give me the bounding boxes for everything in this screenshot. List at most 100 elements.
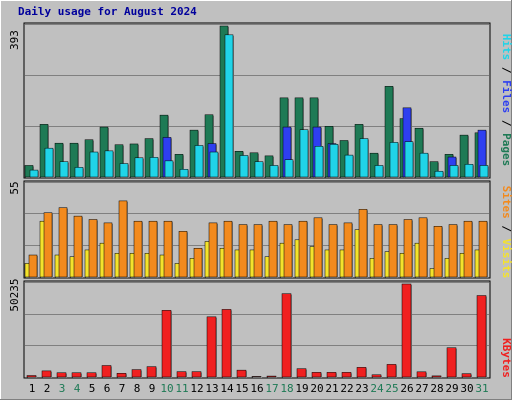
bar-pages: [89, 151, 99, 178]
x-tick-label: 22: [340, 382, 353, 395]
bar-sites: [463, 220, 473, 278]
x-axis-labels: 1 2 3 4 5 6 7 8 9 10 11 12 13 14 15 16 17 18 19 20 21 22 23 24 2…: [29, 382, 489, 395]
bar-sites: [433, 226, 443, 278]
x-tick-label: 29: [445, 382, 458, 395]
legend-sep: /: [500, 67, 512, 74]
bar-kbytes: [146, 366, 157, 378]
bar-kbytes: [176, 371, 187, 378]
legend-sep: /: [500, 225, 512, 232]
bar-pages: [479, 165, 489, 178]
x-tick-label: 20: [310, 382, 323, 395]
x-tick-label: 19: [295, 382, 308, 395]
bar-sites: [238, 224, 248, 278]
bar-kbytes: [71, 372, 82, 378]
x-tick-label: 17: [265, 382, 278, 395]
bar-kbytes: [296, 368, 307, 378]
bar-sites: [178, 231, 188, 278]
x-tick-label: 18: [280, 382, 293, 395]
x-tick-label: 6: [104, 382, 111, 395]
legend-panel1: Hits / Files / Pages: [500, 34, 512, 167]
bar-kbytes: [101, 365, 112, 378]
bar-pages: [314, 146, 324, 178]
x-tick-label: 12: [190, 382, 203, 395]
bar-kbytes: [326, 372, 337, 378]
bar-pages: [29, 169, 39, 178]
x-tick-label: 24: [370, 382, 384, 395]
bar-pages: [284, 159, 294, 178]
bar-kbytes: [41, 370, 52, 378]
bar-sites: [388, 224, 398, 278]
bar-kbytes: [161, 310, 172, 378]
y-max-label-panel2: 55: [8, 181, 21, 194]
x-tick-label: 9: [149, 382, 156, 395]
bar-pages: [434, 170, 444, 178]
bar-sites: [358, 209, 368, 278]
bar-sites: [328, 224, 338, 278]
bar-pages: [164, 160, 174, 178]
bar-hits: [174, 154, 184, 178]
bar-sites: [208, 222, 218, 278]
x-tick-label: 14: [220, 382, 234, 395]
x-tick-label: 23: [355, 382, 368, 395]
bar-sites: [28, 254, 38, 278]
bar-sites: [283, 224, 293, 278]
y-max-label-panel1: 393: [8, 30, 21, 50]
bar-pages: [344, 154, 354, 178]
bar-kbytes: [461, 373, 472, 378]
bar-kbytes-shadow: [253, 377, 262, 378]
x-tick-label: 2: [44, 382, 51, 395]
legend-hits: Hits: [500, 34, 512, 61]
bar-sites: [193, 248, 203, 278]
bar-sites: [148, 220, 158, 278]
bar-kbytes: [56, 372, 67, 378]
bar-sites: [118, 200, 128, 278]
legend-kbytes: KBytes: [500, 338, 512, 378]
x-tick-label: 28: [430, 382, 443, 395]
bar-pages: [209, 151, 219, 178]
bar-kbytes: [191, 371, 202, 378]
bar-pages: [104, 150, 114, 178]
bar-sites: [343, 222, 353, 278]
bar-hits: [369, 152, 379, 178]
x-tick-label: 27: [415, 382, 428, 395]
x-tick-label: 25: [385, 382, 398, 395]
bar-kbytes: [26, 375, 37, 378]
bar-sites: [268, 220, 278, 278]
bar-sites: [373, 224, 383, 278]
bar-kbytes: [416, 371, 427, 378]
x-tick-label: 21: [325, 382, 338, 395]
bar-kbytes: [131, 369, 142, 378]
bar-pages: [134, 157, 144, 178]
bar-sites: [313, 217, 323, 278]
bar-sites: [43, 212, 53, 278]
legend-files: Files: [500, 80, 512, 113]
bar-pages: [194, 145, 204, 178]
y-max-label-panel3: 50235: [8, 278, 21, 311]
bar-sites: [133, 220, 143, 278]
bar-pages: [419, 152, 429, 178]
x-tick-label: 26: [400, 382, 413, 395]
bar-pages: [179, 169, 189, 178]
bar-sites: [58, 207, 68, 278]
bar-kbytes: [86, 372, 97, 378]
bar-kbytes: [476, 295, 487, 378]
bar-hits: [429, 161, 439, 178]
bar-kbytes: [116, 373, 127, 378]
legend-sites: Sites: [500, 186, 512, 219]
legend-panel2: Sites / Visits: [500, 186, 512, 279]
x-tick-label: 30: [460, 382, 473, 395]
x-tick-label: 8: [134, 382, 141, 395]
bar-pages: [74, 167, 84, 178]
legend-visits: Visits: [500, 239, 512, 279]
bar-pages: [404, 141, 414, 178]
legend-pages: Pages: [500, 133, 512, 166]
bar-kbytes: [401, 283, 412, 378]
bar-kbytes: [266, 375, 277, 378]
bar-kbytes: [251, 376, 262, 378]
bar-pages: [449, 165, 459, 178]
bar-hits: [414, 127, 424, 178]
bar-pages: [224, 34, 234, 178]
bar-kbytes: [221, 309, 232, 378]
bar-pages: [254, 161, 264, 178]
